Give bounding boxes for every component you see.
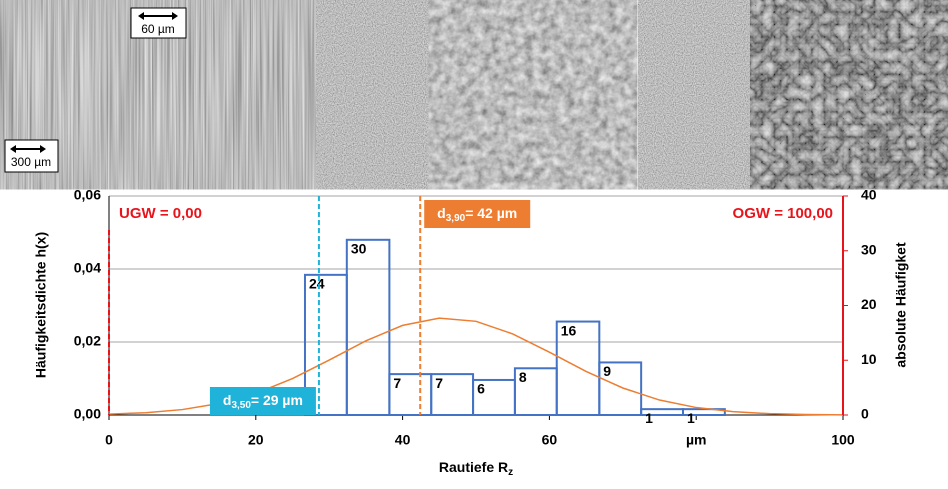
count-label: 24 <box>309 276 325 292</box>
marker-label-sub: 3,50 <box>231 400 251 411</box>
count-label: 30 <box>351 241 367 257</box>
bar <box>345 238 391 416</box>
x-axis-title: Rautiefe Rz <box>439 459 513 478</box>
marker-label-rest: = 42 µm <box>465 205 517 221</box>
image <box>328 0 444 172</box>
image <box>446 0 620 172</box>
x-tick-label: 0 <box>105 432 113 448</box>
marker-box <box>209 387 316 415</box>
x-tick-label: µm <box>686 432 707 448</box>
count-label: 1 <box>645 410 653 426</box>
x-tick-label: 100 <box>831 432 855 448</box>
y2-tick-label: 0 <box>861 406 869 422</box>
x-title-main: Rautiefe R <box>439 459 508 475</box>
marker-label-main: d <box>223 392 232 408</box>
count-label: 7 <box>393 375 401 391</box>
image <box>768 0 945 172</box>
x-tick-label: 40 <box>395 432 411 448</box>
marker-label-sub: 3,90 <box>446 213 466 224</box>
chart: Häufigkeitsdichte h(x) absolute Häufigke… <box>33 187 909 478</box>
count-label: 16 <box>561 322 577 338</box>
count-label: 7 <box>435 375 443 391</box>
y-tick-label: 0,06 <box>74 187 101 203</box>
y-tick-label: 0,02 <box>74 333 101 349</box>
y2-tick-label: 40 <box>861 187 877 203</box>
sem-images: 60 µm 300 µm <box>4 0 945 173</box>
y-tick-label: 0,00 <box>74 406 101 422</box>
x-tick-label: 20 <box>248 432 264 448</box>
y2-tick-label: 30 <box>861 241 877 257</box>
y2-axis-title: absolute Häufigket <box>893 242 909 368</box>
scale-label: 60 µm <box>141 22 175 36</box>
y2-tick-label: 20 <box>861 296 877 312</box>
scale-label: 300 µm <box>11 155 51 169</box>
marker-label-rest: = 29 µm <box>251 392 303 408</box>
image <box>650 0 766 172</box>
scale-box <box>130 7 187 39</box>
y-tick-label: 0,04 <box>74 260 101 276</box>
bar <box>598 361 643 417</box>
count-label: 6 <box>477 381 485 397</box>
marker-label: OGW = 100,00 <box>733 205 833 222</box>
count-label: 8 <box>519 369 527 385</box>
scale-box <box>4 139 59 173</box>
x-tick-label: 60 <box>542 432 558 448</box>
marker-label-main: d <box>437 205 446 221</box>
marker-label: d3,90= 42 µm <box>437 205 517 224</box>
y-axis-title: Häufigkeitsdichte h(x) <box>33 232 49 378</box>
count-label: 9 <box>603 363 611 379</box>
marker-label: d3,50= 29 µm <box>223 392 303 411</box>
marker-label: UGW = 0,00 <box>119 205 202 222</box>
y2-tick-label: 10 <box>861 351 877 367</box>
x-title-sub: z <box>508 467 513 478</box>
count-label: 1 <box>687 410 695 426</box>
marker-box <box>424 200 531 228</box>
